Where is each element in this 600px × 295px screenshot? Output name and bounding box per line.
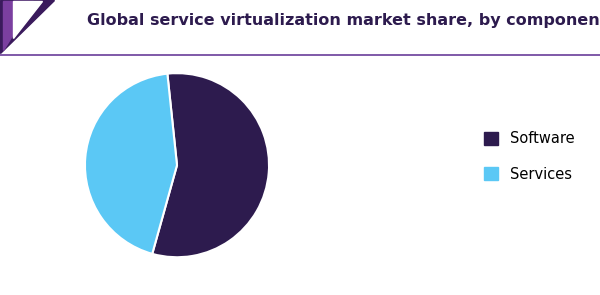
Wedge shape	[152, 73, 269, 257]
Wedge shape	[85, 74, 177, 254]
Legend: Software, Services: Software, Services	[484, 131, 575, 181]
Text: Global service virtualization market share, by component, 2016 (%): Global service virtualization market sha…	[87, 13, 600, 28]
